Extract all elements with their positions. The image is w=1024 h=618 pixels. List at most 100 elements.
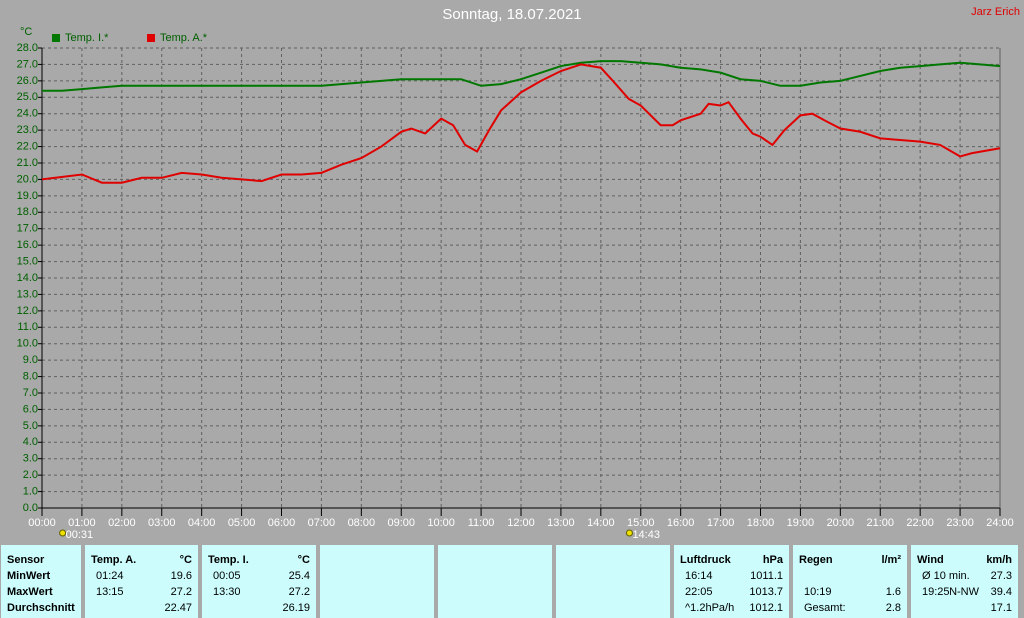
x-tick-label: 20:00	[827, 517, 855, 529]
table-value: N-NW	[949, 586, 980, 598]
x-tick-label: 19:00	[787, 517, 815, 529]
y-tick-label: 9.0	[23, 354, 38, 366]
x-tick-label: 06:00	[268, 517, 296, 529]
table-value: Gesamt:	[804, 602, 846, 614]
x-tick-label: 16:00	[667, 517, 695, 529]
table-cell	[85, 545, 198, 618]
x-tick-label: 24:00	[986, 517, 1014, 529]
y-tick-label: 22.0	[17, 140, 38, 152]
y-tick-label: 21.0	[17, 157, 38, 169]
table-cell	[793, 545, 907, 618]
table-cell	[202, 545, 316, 618]
table-value: 26.19	[282, 602, 310, 614]
table-value: 17.1	[991, 602, 1012, 614]
table-value: 00:05	[213, 570, 241, 582]
x-tick-label: 07:00	[308, 517, 336, 529]
table-value: 22.47	[164, 602, 192, 614]
table-value: 22:05	[685, 586, 713, 598]
chart-title: Sonntag, 18.07.2021	[442, 6, 581, 23]
legend-label: Temp. I.*	[65, 32, 109, 44]
y-tick-label: 17.0	[17, 223, 38, 235]
annotation: 14:43	[632, 529, 660, 541]
table-header: Temp. I.	[208, 554, 249, 566]
y-tick-label: 11.0	[17, 321, 38, 333]
table-value: 27.2	[289, 586, 310, 598]
table-header: Wind	[917, 554, 944, 566]
y-tick-label: 15.0	[17, 255, 38, 267]
table-cell	[911, 545, 1018, 618]
x-tick-label: 14:00	[587, 517, 615, 529]
stats-table: Sensor MinWert MaxWert Durchschnitt Temp. A.…	[1, 545, 1018, 618]
table-header: l/m²	[881, 554, 901, 566]
table-value: 16:14	[685, 570, 713, 582]
x-tick-label: 10:00	[427, 517, 455, 529]
table-value: 2.8	[886, 602, 901, 614]
table-header: °C	[298, 554, 310, 566]
x-tick-label: 22:00	[906, 517, 934, 529]
x-tick-label: 13:00	[547, 517, 575, 529]
x-tick-label: 05:00	[228, 517, 256, 529]
table-value: 1013.7	[749, 586, 783, 598]
x-tick-label: 15:00	[627, 517, 655, 529]
annotation: 00:31	[66, 529, 94, 541]
table-header: km/h	[986, 554, 1012, 566]
y-tick-label: 27.0	[17, 58, 38, 70]
table-header: °C	[180, 554, 192, 566]
table-cell	[320, 545, 434, 618]
series-line	[42, 60, 1001, 92]
table-value: ^1.2hPa/h	[685, 602, 734, 614]
table-header: Temp. A.	[91, 554, 136, 566]
y-tick-label: 4.0	[23, 436, 38, 448]
y-tick-label: 5.0	[23, 420, 38, 432]
legend-swatch	[147, 34, 155, 42]
y-tick-label: 3.0	[23, 453, 38, 465]
table-value: 1011.1	[750, 570, 783, 582]
table-value: 1012.1	[749, 602, 783, 614]
y-tick-label: 13.0	[17, 288, 38, 300]
table-value: 39.4	[991, 586, 1012, 598]
y-tick-label: 25.0	[17, 91, 38, 103]
y-tick-label: 7.0	[23, 387, 38, 399]
row-label: Durchschnitt	[7, 602, 75, 614]
x-tick-label: 12:00	[507, 517, 535, 529]
table-value: 1.6	[886, 586, 901, 598]
series-line	[41, 63, 1001, 184]
y-tick-label: 2.0	[23, 469, 38, 481]
y-tick-label: 0.0	[23, 502, 38, 514]
table-cell	[674, 545, 789, 618]
table-value: 01:24	[96, 570, 124, 582]
y-tick-label: 26.0	[17, 75, 38, 87]
y-tick-label: 16.0	[17, 239, 38, 251]
y-tick-label: 12.0	[17, 305, 38, 317]
y-tick-label: 6.0	[23, 403, 38, 415]
x-tick-label: 09:00	[387, 517, 415, 529]
table-value: 19.6	[171, 570, 192, 582]
table-cell	[438, 545, 552, 618]
x-tick-label: 11:00	[468, 517, 495, 529]
row-label: MaxWert	[7, 586, 53, 598]
y-tick-label: 14.0	[17, 272, 38, 284]
x-tick-label: 23:00	[946, 517, 974, 529]
y-tick-label: 24.0	[17, 108, 38, 120]
table-value: 13:30	[213, 586, 241, 598]
legend-label: Temp. A.*	[160, 32, 208, 44]
plot: 0.0 1.0 2.0 3.0 4.0 5.0 6.0 7.0 8.0 9.0 10.0 11.0 12…	[17, 32, 1014, 541]
x-tick-label: 21:00	[866, 517, 894, 529]
table-header: hPa	[763, 554, 784, 566]
y-tick-label: 20.0	[17, 173, 38, 185]
x-tick-label: 01:00	[68, 517, 96, 529]
table-cell	[556, 545, 670, 618]
y-tick-label: 19.0	[17, 190, 38, 202]
y-axis-label: °C	[20, 26, 32, 38]
table-value: Ø 10 min.	[922, 570, 970, 582]
table-cell	[1, 545, 81, 618]
legend-swatch	[52, 34, 60, 42]
x-tick-label: 03:00	[148, 517, 176, 529]
table-value: 19:25	[922, 586, 950, 598]
table-value: 27.2	[171, 586, 192, 598]
author: Jarz Erich	[971, 6, 1020, 18]
y-tick-label: 18.0	[17, 206, 38, 218]
x-tick-label: 04:00	[188, 517, 216, 529]
